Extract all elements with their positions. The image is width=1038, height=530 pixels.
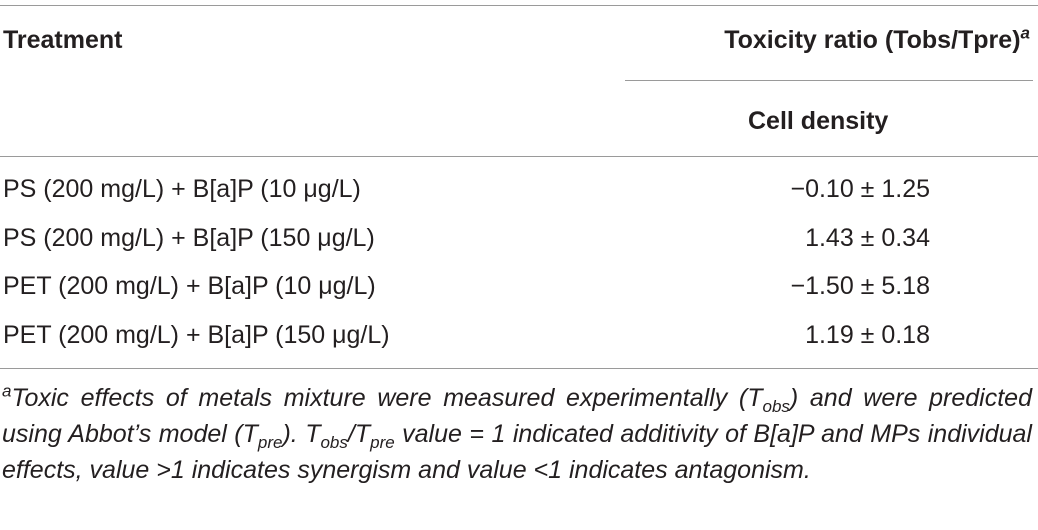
treatment-cell: PS (200 mg/L) + B[a]P (10 μg/L) — [3, 175, 361, 203]
group-rule — [625, 80, 1033, 81]
footnote-text: ). T — [282, 420, 321, 448]
footnote-sub: pre — [257, 433, 283, 452]
footnote: aToxic effects of metals mixture were me… — [2, 380, 1032, 488]
header-cell-density: Cell density — [748, 107, 889, 135]
treatment-cell: PET (200 mg/L) + B[a]P (10 μg/L) — [3, 272, 376, 300]
value-cell: −1.50 ± 5.18 — [790, 272, 930, 300]
header-rule — [0, 156, 1038, 157]
bottom-rule — [0, 368, 1038, 369]
header-marker: a — [1020, 23, 1030, 43]
footnote-text: /T — [347, 420, 371, 448]
top-rule — [0, 5, 1038, 6]
footnote-text: Toxic effects of metals mixture were mea… — [11, 384, 763, 412]
footnote-text: ) and were predicted using Abbot’s model… — [2, 384, 1032, 448]
treatment-cell: PS (200 mg/L) + B[a]P (150 μg/L) — [3, 223, 375, 252]
footnote-sub: obs — [762, 397, 790, 416]
footnote-marker: a — [2, 381, 12, 401]
footnote-text: value = 1 indicated additivity of B[a]P … — [2, 420, 1032, 484]
footnote-sub: pre — [370, 433, 395, 452]
treatment-cell: PET (200 mg/L) + B[a]P (150 μg/L) — [3, 320, 390, 349]
header-toxicity-text: Toxicity ratio (Tobs/Tpre) — [724, 26, 1021, 54]
header-toxicity: Toxicity ratio (Tobs/Tpre)a — [724, 23, 1030, 55]
value-cell: 1.43 ± 0.34 — [805, 223, 930, 252]
header-treatment: Treatment — [3, 26, 123, 54]
value-cell: 1.19 ± 0.18 — [805, 320, 930, 349]
value-cell: −0.10 ± 1.25 — [790, 175, 930, 203]
footnote-sub: obs — [320, 433, 348, 452]
